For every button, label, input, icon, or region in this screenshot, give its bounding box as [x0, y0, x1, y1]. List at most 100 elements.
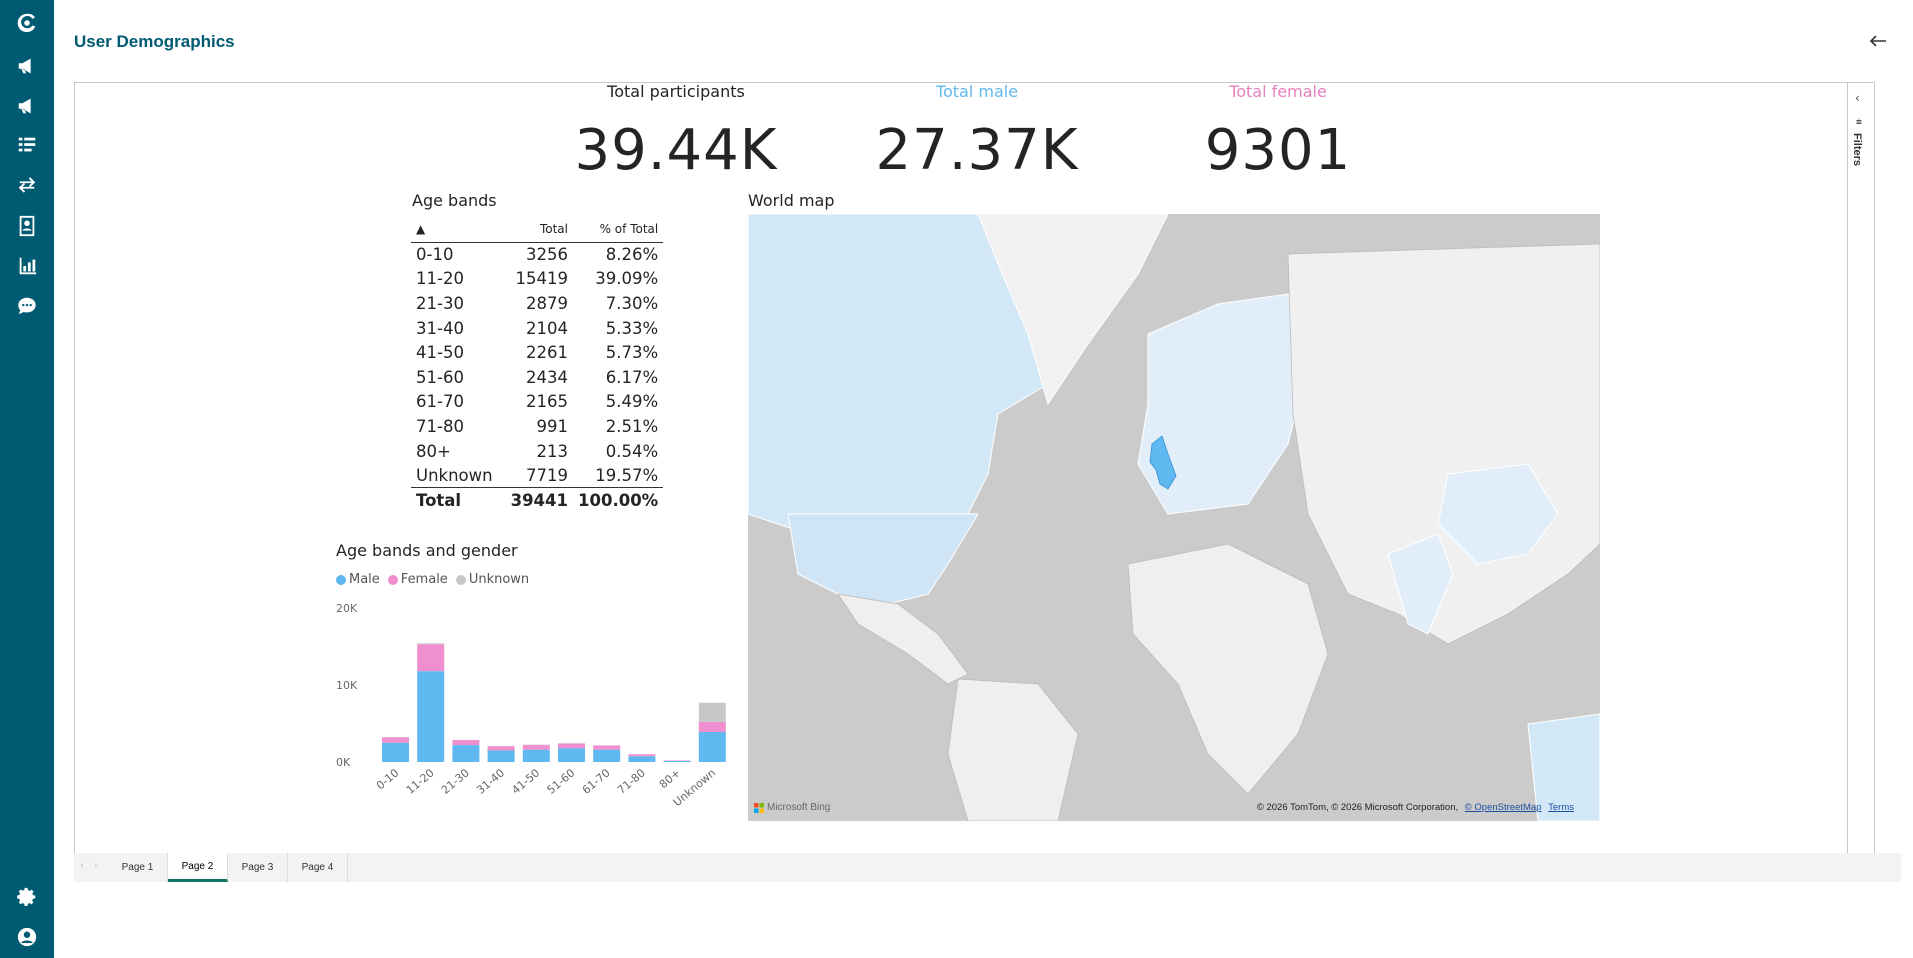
bar-male-Unknown[interactable]: [698, 731, 726, 762]
bar-unknown-Unknown[interactable]: [698, 702, 726, 722]
bar-female-31-40[interactable]: [487, 746, 515, 751]
bar-female-21-30[interactable]: [452, 740, 480, 746]
user-circle-icon[interactable]: [14, 924, 40, 950]
sort-ascending-icon[interactable]: ▲: [411, 216, 503, 243]
bar-female-51-60[interactable]: [558, 743, 585, 749]
kpi-value-total-male: 27.37K: [875, 118, 1079, 183]
transfer-icon[interactable]: [14, 172, 40, 198]
bar-male-31-40[interactable]: [487, 750, 515, 762]
world-map[interactable]: Microsoft Bing © 2026 TomTom, © 2026 Mic…: [748, 214, 1600, 821]
report-icon[interactable]: [14, 253, 40, 279]
chat-icon[interactable]: [14, 293, 40, 319]
bar-female-41-50[interactable]: [522, 745, 550, 750]
megaphone-icon[interactable]: [14, 93, 40, 119]
table-row[interactable]: Unknown 7719 19.57%: [411, 463, 663, 488]
tab-page-4[interactable]: Page 4: [288, 853, 348, 882]
megaphone-icon[interactable]: [14, 53, 40, 79]
attribution-text: © 2026 TomTom, © 2026 Microsoft Corporat…: [1256, 802, 1459, 813]
legend-label: Female: [400, 572, 448, 587]
bar-female-Unknown[interactable]: [698, 721, 726, 732]
y-tick-label: 0K: [336, 756, 351, 769]
table-row[interactable]: 11-20 15419 39.09%: [411, 267, 663, 292]
total-label: Total: [411, 487, 503, 513]
kpi-value-total-female: 9301: [1204, 118, 1352, 183]
table-cell-total: 15419: [515, 269, 569, 289]
legend-item-female[interactable]: Female: [387, 572, 448, 587]
table-cell-total: 2434: [526, 367, 568, 387]
bar-female-61-70[interactable]: [593, 745, 621, 750]
openstreetmap-link[interactable]: © OpenStreetMap: [1464, 802, 1542, 813]
next-page-icon[interactable]: ›: [94, 861, 98, 871]
table-row[interactable]: 71-80 991 2.51%: [411, 414, 663, 439]
table-row[interactable]: 61-70 2165 5.49%: [411, 390, 663, 415]
table-cell-percent: 0.54%: [605, 441, 659, 461]
legend-item-male[interactable]: Male: [336, 572, 380, 587]
bar-male-11-20[interactable]: [417, 671, 445, 762]
table-total-row: Total 39441 100.00%: [411, 487, 664, 513]
table-cell-age-band: 11-20: [416, 269, 464, 289]
map-region-europe: [1137, 293, 1309, 515]
map-region-greenland: [977, 214, 1169, 406]
y-tick-label: 10K: [336, 679, 358, 692]
tab-page-1[interactable]: Page 1: [108, 853, 168, 882]
table-cell-percent: 5.49%: [605, 392, 659, 412]
table-row[interactable]: 0-10 3256 8.26%: [411, 242, 663, 267]
legend-label: Male: [349, 572, 380, 587]
x-tick-label: 61-70: [580, 766, 613, 797]
map-region-africa: [1127, 543, 1329, 795]
table-cell-percent: 5.33%: [605, 318, 659, 338]
bar-female-0-10[interactable]: [382, 737, 409, 743]
bar-unknown-11-20[interactable]: [417, 643, 445, 645]
gear-icon[interactable]: [14, 884, 40, 910]
table-cell-total: 2879: [526, 293, 568, 313]
bar-male-0-10[interactable]: [382, 742, 409, 762]
table-row[interactable]: 51-60 2434 6.17%: [411, 365, 663, 390]
table-row[interactable]: 31-40 2104 5.33%: [411, 316, 663, 341]
contact-card-icon[interactable]: [14, 213, 40, 239]
logo-icon[interactable]: [14, 10, 40, 36]
table-cell-percent: 2.51%: [605, 416, 659, 436]
bar-male-61-70[interactable]: [593, 749, 621, 762]
kpi-label-total-female: Total female: [1229, 82, 1327, 101]
tab-page-2[interactable]: Page 2: [168, 853, 228, 882]
collapse-chevron-icon[interactable]: ‹: [1855, 91, 1860, 105]
age-bands-table: ▲ Total % of Total 0-10 3256 8.26% 11-20 154…: [411, 216, 664, 513]
legend-item-unknown[interactable]: Unknown: [455, 572, 529, 587]
map-region-australia: [1527, 713, 1600, 821]
bar-male-71-80[interactable]: [628, 756, 656, 762]
list-icon[interactable]: [14, 132, 40, 158]
previous-page-icon[interactable]: ‹: [80, 861, 84, 871]
column-header-percent[interactable]: % of Total: [573, 216, 664, 243]
table-cell-total: 2261: [526, 343, 568, 363]
tab-page-3[interactable]: Page 3: [228, 853, 288, 882]
filters-label[interactable]: Filters: [1851, 133, 1863, 167]
column-header-total[interactable]: Total: [503, 216, 573, 243]
x-tick-label: 80+: [657, 766, 683, 791]
table-cell-age-band: 31-40: [416, 318, 464, 338]
terms-link[interactable]: Terms: [1548, 802, 1574, 813]
legend-dot-icon: [387, 574, 398, 585]
table-cell-age-band: Unknown: [416, 465, 493, 485]
table-row[interactable]: 80+ 213 0.54%: [411, 439, 663, 464]
table-cell-age-band: 51-60: [416, 367, 464, 387]
bar-male-21-30[interactable]: [452, 745, 480, 762]
table-row[interactable]: 21-30 2879 7.30%: [411, 291, 663, 316]
map-region-china: [1437, 463, 1559, 565]
bar-female-71-80[interactable]: [628, 754, 656, 757]
map-land-shapes: [748, 214, 1600, 821]
bar-male-80+[interactable]: [663, 760, 691, 762]
table-cell-total: 2104: [526, 318, 568, 338]
bar-female-11-20[interactable]: [417, 644, 445, 672]
x-tick-label: 51-60: [545, 766, 578, 797]
filters-pane[interactable]: ‹ ⩧ Filters: [1847, 83, 1874, 853]
chart-title: Age bands and gender: [336, 541, 518, 560]
table-cell-total: 2165: [526, 392, 568, 412]
x-tick-label: 11-20: [404, 766, 437, 797]
back-arrow-icon[interactable]: [1865, 28, 1891, 54]
kpi-label-total-participants: Total participants: [607, 82, 745, 101]
bar-male-51-60[interactable]: [558, 748, 585, 762]
bar-male-41-50[interactable]: [522, 749, 550, 762]
table-row[interactable]: 41-50 2261 5.73%: [411, 340, 663, 365]
table-cell-total: 7719: [526, 465, 568, 485]
total-count: 39441: [503, 487, 573, 513]
